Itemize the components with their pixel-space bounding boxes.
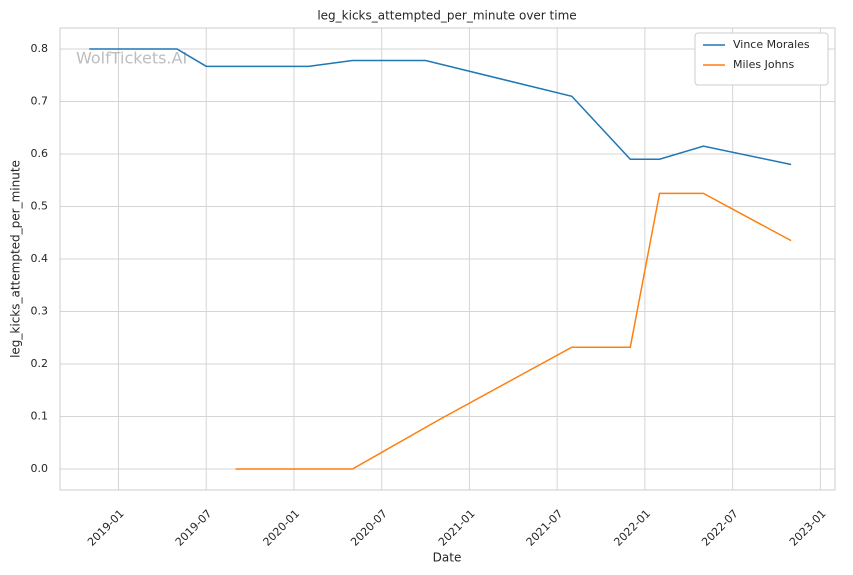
y-tick-label: 0.0 [31, 462, 49, 475]
legend-box [694, 32, 829, 86]
y-axis-label: leg_kicks_attempted_per_minute [9, 160, 23, 358]
legend-label: Miles Johns [733, 58, 795, 71]
y-tick-label: 0.2 [31, 357, 49, 370]
legend-label: Vince Morales [733, 38, 810, 51]
y-tick-label: 0.3 [31, 305, 49, 318]
series-line [235, 192, 792, 470]
y-tick-label: 0.7 [31, 95, 49, 108]
plot-frame [59, 27, 836, 491]
chart-title: leg_kicks_attempted_per_minute over time [317, 9, 576, 23]
watermark: WolfTickets.AI [76, 49, 187, 68]
y-tick-label: 0.1 [31, 410, 49, 423]
y-tick-label: 0.6 [31, 147, 49, 160]
series-line [89, 48, 792, 166]
y-tick-label: 0.4 [31, 252, 49, 265]
y-tick-label: 0.5 [31, 200, 49, 213]
y-tick-label: 0.8 [31, 42, 49, 55]
x-axis-label: Date [433, 551, 462, 565]
